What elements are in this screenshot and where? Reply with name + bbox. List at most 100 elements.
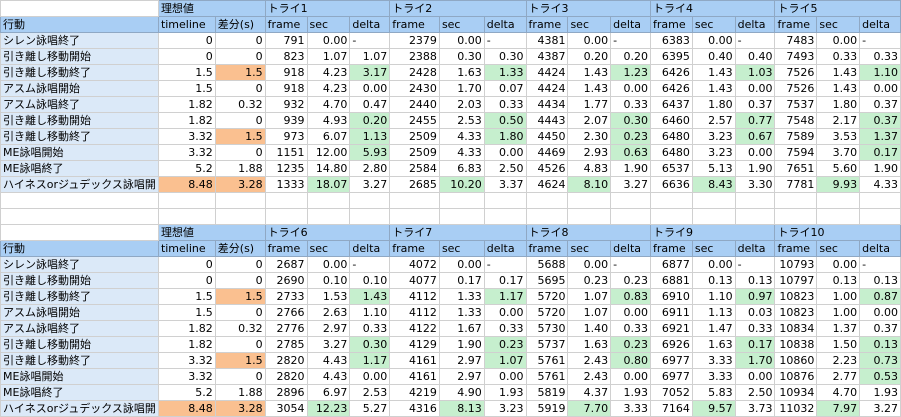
frame-value: 5737 (525, 336, 569, 353)
frame-value: 4424 (525, 64, 569, 81)
sec-value: 0.23 (567, 272, 612, 289)
try-header: トライ3 (525, 0, 652, 17)
frame-value: 4424 (525, 80, 569, 97)
frame-value: 7781 (774, 176, 818, 193)
sec-value: 3.23 (691, 144, 736, 161)
delta-value: 4.33 (859, 176, 901, 193)
sec-value: 1.43 (816, 80, 861, 97)
sec-value: 0.33 (816, 48, 861, 65)
column-header: sec (567, 240, 612, 257)
frame-value: 5720 (525, 304, 569, 321)
frame-value: 1235 (264, 160, 308, 177)
sec-value: 2.23 (816, 352, 861, 369)
sec-value: 1.33 (438, 288, 485, 305)
sec-value: 0.00 (438, 256, 485, 273)
diff-value: 1.5 (214, 352, 266, 369)
frame-value: 2685 (389, 176, 440, 193)
column-header: sec (306, 240, 351, 257)
action-header: 行動 (0, 240, 159, 257)
sec-value: 8.43 (691, 176, 736, 193)
delta-value: 0.33 (859, 48, 901, 65)
sec-value: 6.07 (306, 128, 351, 145)
row: ハイネスorジュデックス詠唱開 8.48 3.28 3054 12.23 5.27 4316… (0, 400, 901, 417)
row: ME詠唱終了 5.2 1.88 2896 6.97 2.53 4219 4.90 1.93 581… (0, 384, 901, 401)
delta-value: 0.07 (483, 80, 527, 97)
frame-value: 6911 (650, 304, 693, 321)
frame-value: 6926 (650, 336, 693, 353)
frame-value: 10823 (774, 288, 818, 305)
column-header: sec (567, 16, 612, 33)
frame-value: 7526 (774, 80, 818, 97)
frame-value: 6460 (650, 112, 693, 129)
sec-value: 4.33 (438, 144, 485, 161)
delta-value: 3.37 (483, 176, 527, 193)
delta-value: 0.87 (859, 288, 901, 305)
frame-value: 10838 (774, 336, 818, 353)
frame-value: 4624 (525, 176, 569, 193)
sec-value: 0.00 (306, 256, 351, 273)
delta-value: - (349, 256, 391, 273)
delta-value: - (734, 256, 776, 273)
sec-value: 2.53 (438, 112, 485, 129)
column-header: delta (349, 240, 391, 257)
frame-value: 2379 (389, 32, 440, 49)
delta-value: 0.50 (483, 112, 527, 129)
timeline-value: 0 (157, 48, 216, 65)
sec-value: 1.63 (691, 336, 736, 353)
sec-value: 1.07 (306, 48, 351, 65)
action-label: アスム詠唱開始 (0, 304, 159, 321)
sec-value: 1.43 (816, 64, 861, 81)
sec-value: 1.80 (816, 96, 861, 113)
frame-value: 2509 (389, 144, 440, 161)
row: 行動 timeline 差分(s) frame sec delta frame sec delt… (0, 16, 901, 33)
action-label: ME詠唱開始 (0, 368, 159, 385)
frame-value: 2896 (264, 384, 308, 401)
empty-cell (438, 192, 485, 209)
row: 引き離し移動開始 0 0 2690 0.10 0.10 4077 0.17 0.17 5695 0.… (0, 272, 901, 289)
frame-value: 3054 (264, 400, 308, 417)
delta-value: 1.37 (859, 128, 901, 145)
row: 引き離し移動終了 1.5 1.5 918 4.23 3.17 2428 1.63 1.33 442… (0, 64, 901, 81)
diff-value: 0 (214, 32, 266, 49)
delta-value: 0.30 (483, 48, 527, 65)
delta-value: 3.73 (734, 400, 776, 417)
frame-value: 2455 (389, 112, 440, 129)
column-header: sec (691, 16, 736, 33)
sec-value: 0.13 (816, 272, 861, 289)
delta-value: 0.00 (859, 304, 901, 321)
row: ME詠唱開始 3.32 0 2820 4.43 0.00 4161 2.97 0.00 5761 2… (0, 368, 901, 385)
try-header: トライ6 (264, 224, 391, 241)
empty-cell (734, 192, 776, 209)
delta-value: 0.30 (349, 336, 391, 353)
sec-value: 2.57 (691, 112, 736, 129)
frame-value: 10793 (774, 256, 818, 273)
sec-value: 2.97 (438, 352, 485, 369)
action-label: シレン詠唱終了 (0, 32, 159, 49)
column-header: frame (264, 16, 308, 33)
sec-value: 1.00 (816, 288, 861, 305)
sec-value: 1.43 (567, 64, 612, 81)
delta-value: 0.23 (610, 272, 651, 289)
sec-value: 0.40 (691, 48, 736, 65)
empty-cell (691, 192, 736, 209)
empty-cell (610, 192, 651, 209)
delta-value: 0.00 (734, 80, 776, 97)
diff-header: 差分(s) (214, 240, 266, 257)
action-label: 引き離し移動終了 (0, 288, 159, 305)
delta-value: 0.33 (483, 96, 527, 113)
delta-value: 2.53 (349, 384, 391, 401)
frame-value: 6881 (650, 272, 693, 289)
sec-value: 0.13 (691, 272, 736, 289)
timeline-value: 1.5 (157, 288, 216, 305)
frame-value: 4526 (525, 160, 569, 177)
timeline-value: 1.82 (157, 336, 216, 353)
delta-value: 0.00 (483, 144, 527, 161)
frame-value: 2687 (264, 256, 308, 273)
timeline-value: 0 (157, 272, 216, 289)
frame-value: 4219 (389, 384, 440, 401)
ideal-header: 理想値 (157, 224, 266, 241)
delta-value: 2.80 (349, 160, 391, 177)
sec-value: 4.43 (306, 352, 351, 369)
frame-value: 5730 (525, 320, 569, 337)
delta-value: - (859, 256, 901, 273)
